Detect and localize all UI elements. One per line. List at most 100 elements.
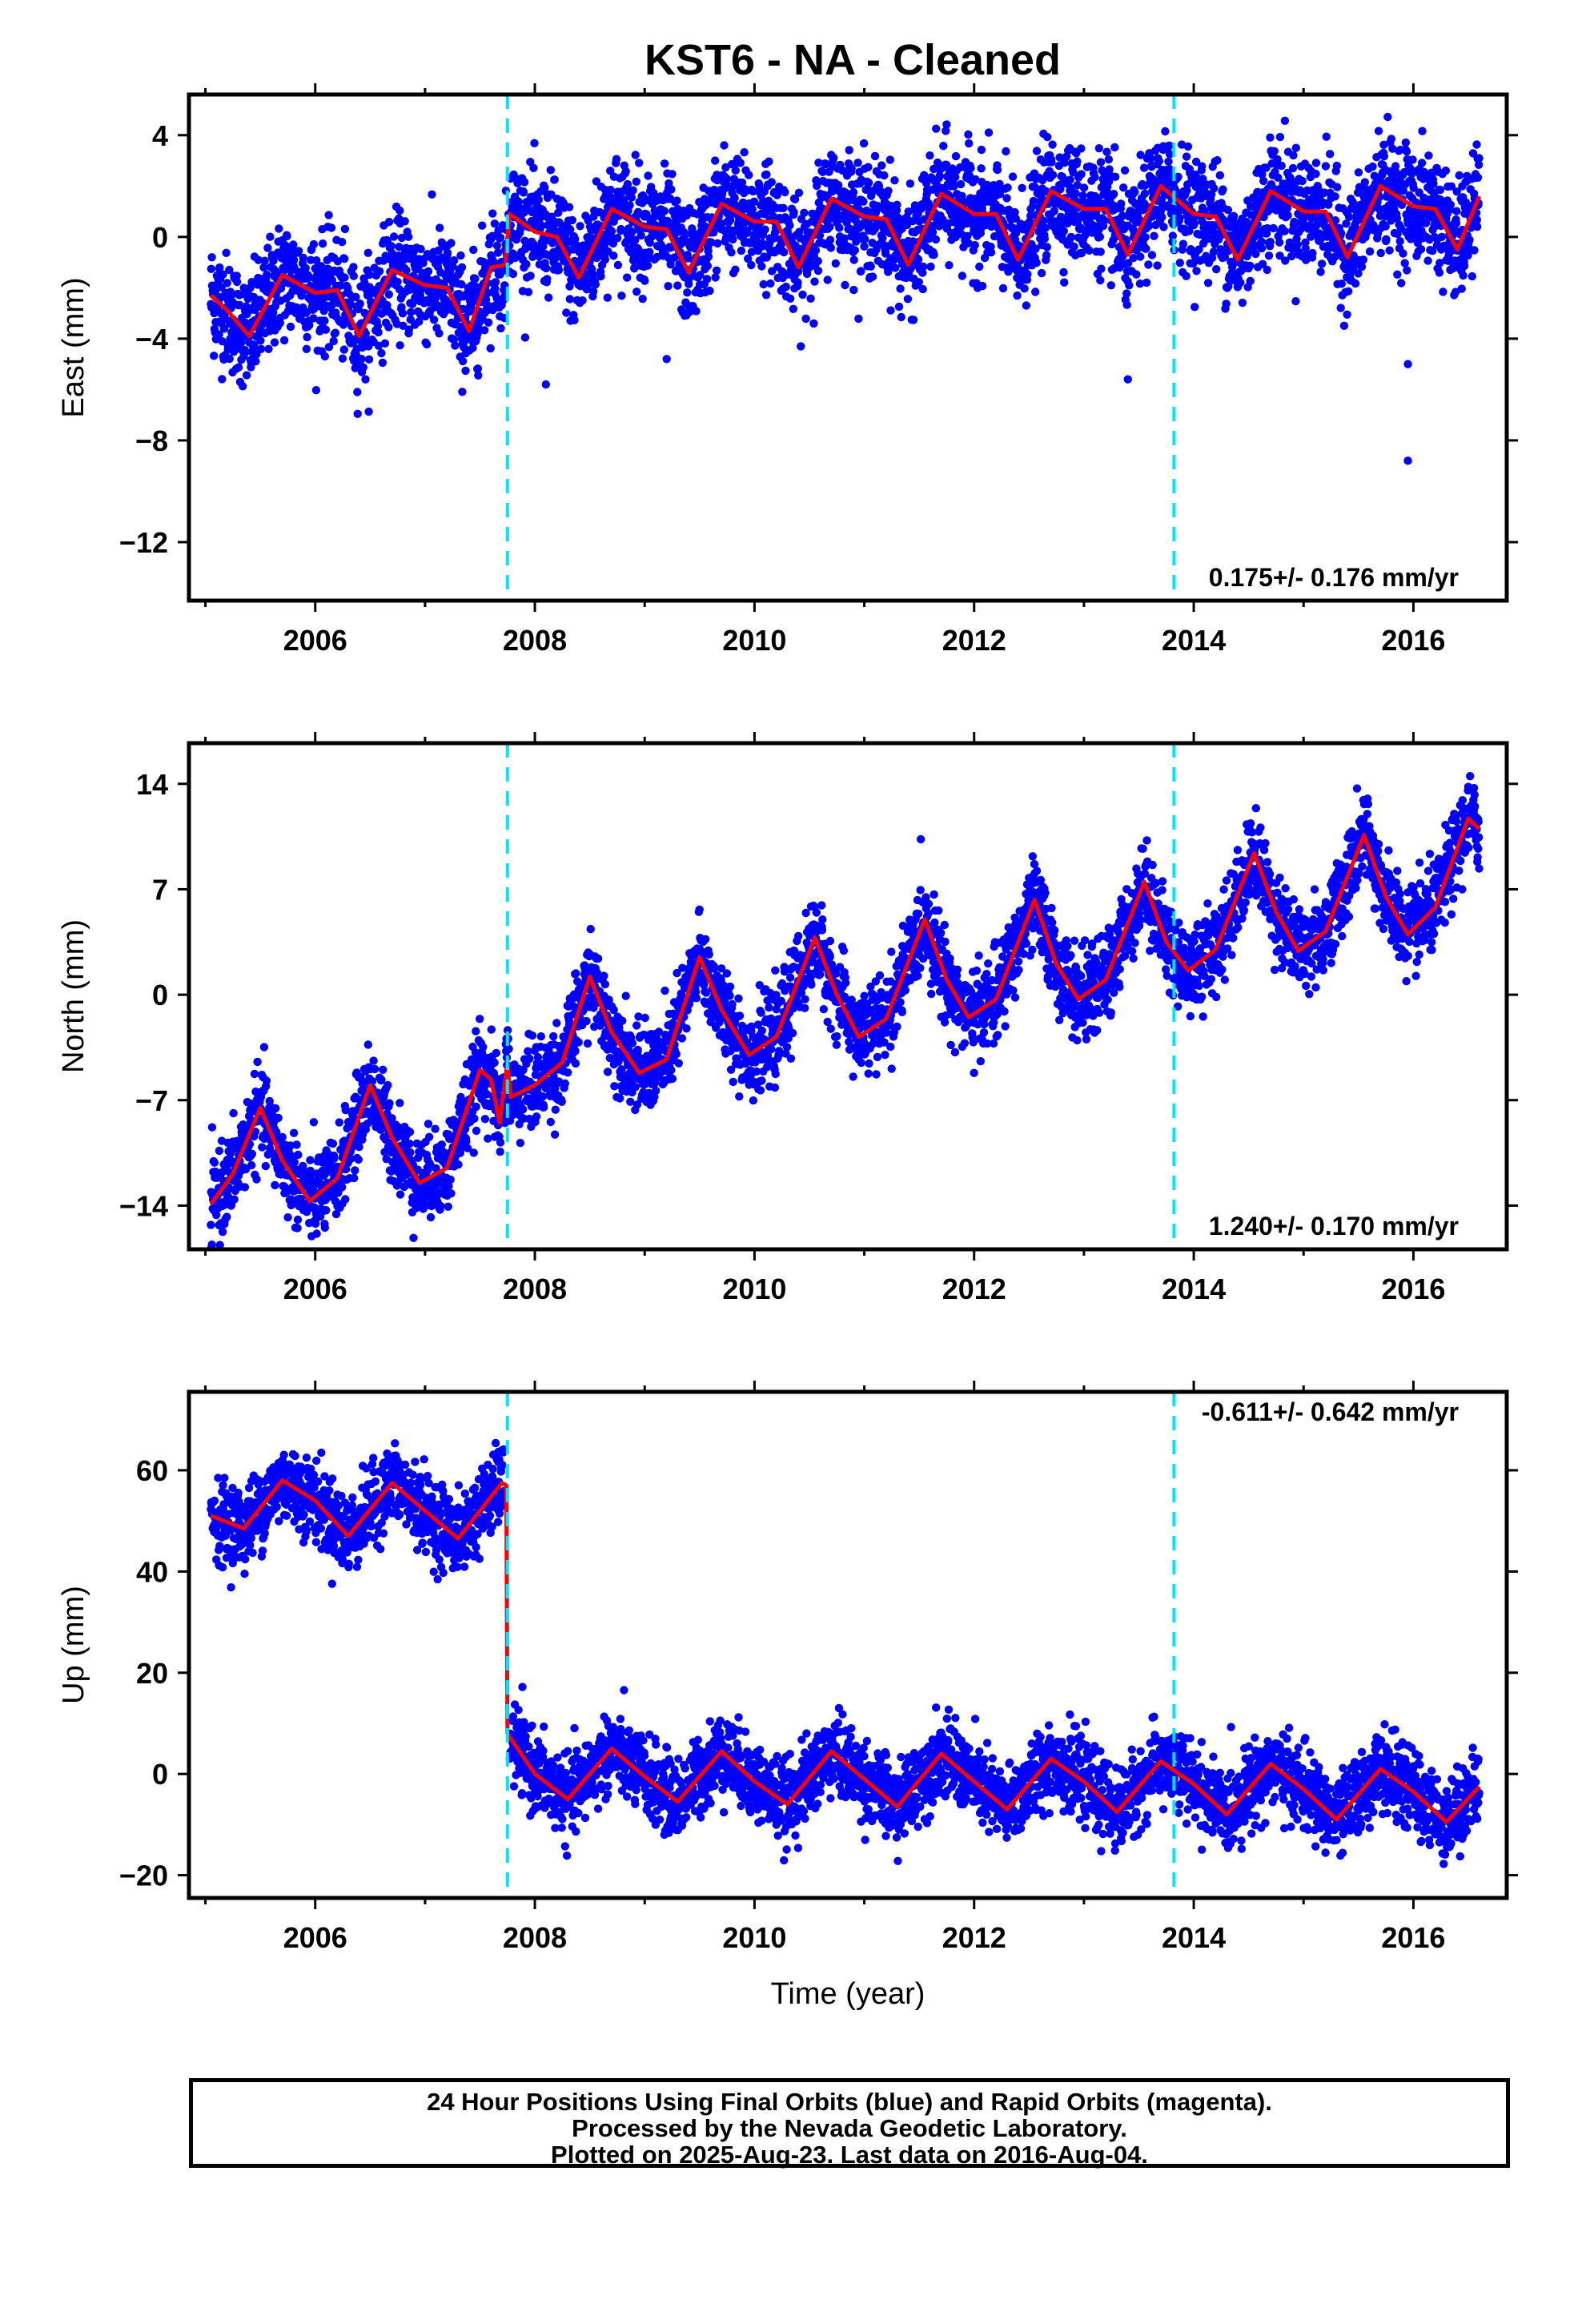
data-point [809,319,818,328]
data-point [1441,166,1451,175]
data-point [471,274,480,283]
data-point [530,139,539,147]
data-point [311,386,321,395]
data-point [866,262,875,271]
data-point [779,203,788,212]
data-point [492,294,501,303]
data-point [1096,247,1105,256]
data-point [1374,127,1383,135]
data-point [218,1228,227,1236]
data-point [1085,246,1094,255]
data-point [458,356,468,366]
data-point [1002,147,1010,156]
data-point [864,163,873,171]
data-point [1339,321,1349,330]
data-point [247,1160,256,1170]
data-point [327,223,336,232]
data-point [299,253,307,263]
data-point [1095,232,1105,241]
data-point [271,1104,280,1113]
data-point [321,325,331,334]
data-point [613,260,623,270]
data-point [638,295,647,304]
data-point [550,175,559,184]
data-point [1018,183,1026,192]
data-point [1399,249,1407,258]
data-point [1336,304,1345,312]
data-point [293,1224,302,1232]
data-point [1452,207,1461,215]
data-point [984,128,994,137]
data-point [621,167,630,176]
data-point [242,371,251,380]
data-point [737,246,746,255]
data-point [271,1180,279,1190]
data-point [1229,211,1239,220]
data-point [893,200,901,209]
data-point [660,207,669,215]
data-point [1289,151,1298,160]
data-point [956,179,966,189]
data-point [1008,172,1018,181]
data-point [798,290,807,300]
data-point [1400,259,1409,267]
data-point [1270,147,1279,155]
plot-area [207,772,1484,1249]
data-point [625,201,634,210]
data-point [340,273,349,282]
y-tick-label: 0 [152,221,168,254]
data-point [1106,281,1116,290]
data-point [801,314,810,324]
data-point [1142,244,1150,253]
data-point [1043,132,1052,142]
data-point [1139,163,1149,172]
data-point [484,288,492,298]
data-point [407,308,416,316]
data-point [859,197,868,206]
data-point [309,239,319,249]
outlier-point [662,355,671,364]
data-point [1120,166,1130,175]
data-point [673,281,682,290]
data-point [269,256,278,265]
data-point [745,171,753,179]
data-point [395,285,404,294]
data-point [565,295,574,304]
data-point [493,248,503,257]
data-point [1468,271,1477,281]
data-point [668,170,677,179]
data-point [789,304,798,313]
data-point [1146,154,1155,163]
data-point [1042,243,1052,251]
data-point [520,333,530,342]
data-point [609,251,618,260]
data-point [780,247,789,257]
data-point [1472,140,1481,149]
data-point [355,1143,363,1152]
data-point [1326,150,1335,159]
data-point [891,263,900,272]
data-point [1337,279,1347,288]
data-point [970,240,979,250]
data-point [241,348,251,356]
data-point [522,259,531,269]
data-point [215,330,223,339]
data-point [219,270,227,279]
data-point [1457,284,1466,293]
data-point [359,363,367,372]
data-point [312,1229,321,1238]
data-point [456,251,465,260]
data-point [480,326,489,335]
data-point [294,247,303,255]
data-point [1459,271,1468,280]
data-point [496,324,505,333]
data-point [1455,171,1464,180]
data-point [377,348,386,358]
data-point [1013,291,1022,300]
data-point [1385,246,1394,255]
data-point [1393,270,1402,279]
data-point [660,159,669,168]
data-point [544,293,553,302]
data-point [1071,189,1080,198]
data-point [823,275,832,284]
